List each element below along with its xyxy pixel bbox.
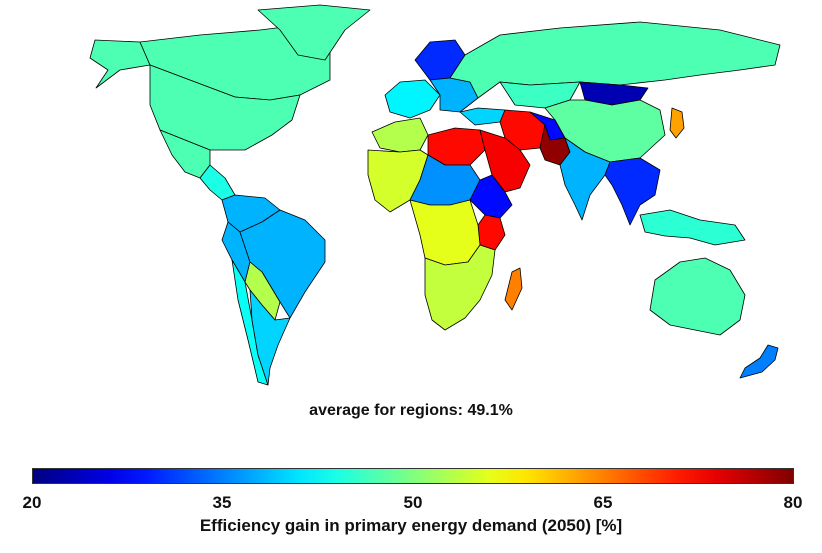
region-greenland [257, 4, 371, 61]
colorbar [32, 468, 794, 484]
region-indonesia [639, 209, 746, 246]
region-argentina [249, 289, 291, 386]
region-alaska [89, 39, 151, 89]
region-southern-africa [424, 244, 496, 331]
region-india [559, 137, 611, 221]
region-japan [669, 107, 685, 139]
colorbar-title: Efficiency gain in primary energy demand… [199, 516, 623, 535]
colorbar-tick: 20 [22, 493, 42, 512]
region-kenya [477, 214, 506, 251]
region-united-states [149, 64, 301, 151]
region-southeast-asia [604, 157, 661, 226]
colorbar-tick: 35 [212, 493, 232, 512]
world-map [89, 4, 781, 386]
region-madagascar [504, 267, 523, 311]
average-label: average for regions: 49.1% [309, 402, 513, 419]
region-western-europe [384, 79, 441, 119]
colorbar-tick: 50 [403, 493, 423, 512]
region-libya-egypt [427, 127, 486, 166]
region-australia [649, 257, 746, 336]
region-central-africa [409, 199, 481, 266]
colorbar-tick: 80 [783, 493, 803, 512]
region-turkey [459, 107, 506, 126]
region-north-africa-west [371, 117, 429, 153]
region-new-zealand [739, 344, 779, 379]
region-russia [449, 21, 781, 99]
colorbar-tick: 65 [593, 493, 613, 512]
region-ethiopia [469, 174, 513, 219]
region-arabian-peninsula [479, 129, 531, 193]
